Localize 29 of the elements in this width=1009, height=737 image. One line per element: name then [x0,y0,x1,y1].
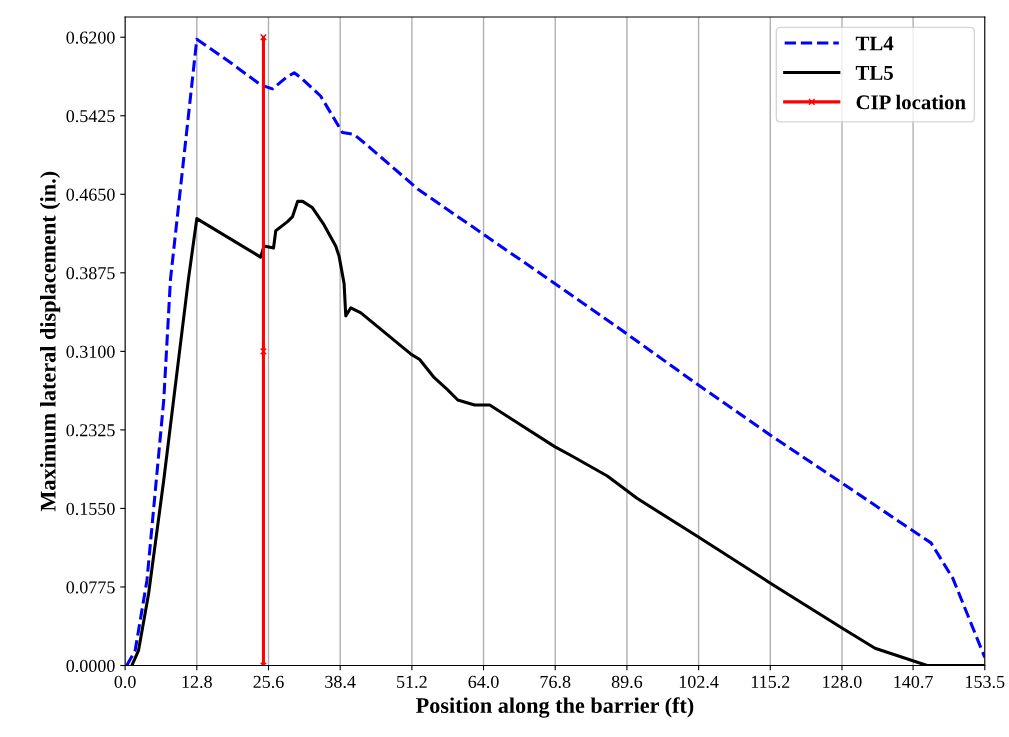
x-tick-label: 51.2 [397,675,427,689]
x-tick-label: 25.6 [253,675,284,689]
x-tick-label: 38.4 [325,675,356,689]
point [259,33,267,41]
x-tick-label: 128.0 [823,675,862,689]
y-tick-label: 0.2325 [66,424,115,437]
x-tick-label: 12.8 [182,675,212,689]
x-tick-label: 76.8 [540,675,571,689]
x-tick-label: 140.7 [894,675,933,689]
legend-label: TL4 [855,36,894,51]
y-tick-label: 0.0000 [66,659,115,673]
y-tick-label: 0.3100 [66,345,115,358]
x-tick-label: 102.4 [679,675,719,689]
y-tick-label: 0.1550 [66,502,115,515]
x-tick-label: 153.5 [966,675,1005,689]
x-tick-label: 0.0 [114,675,136,689]
point [259,347,267,355]
y-tick-label: 0.4650 [66,188,115,201]
y-tick-label: 0.6200 [66,31,115,44]
y-tick-label: 0.3875 [66,267,115,280]
legend-label: TL5 [855,66,893,80]
y-tick-label: 0.0775 [66,581,115,594]
x-tick-label: 89.6 [611,675,643,689]
y-tick-label: 0.5425 [66,110,115,123]
y-axis-title: Maximum lateral displacement (in.) [40,171,61,512]
x-tick-label: 115.2 [751,675,790,689]
x-tick-label: 64.0 [468,675,499,689]
legend-label: CIP location [856,94,966,110]
x-axis-title: Position along the barrier (ft) [416,697,694,718]
